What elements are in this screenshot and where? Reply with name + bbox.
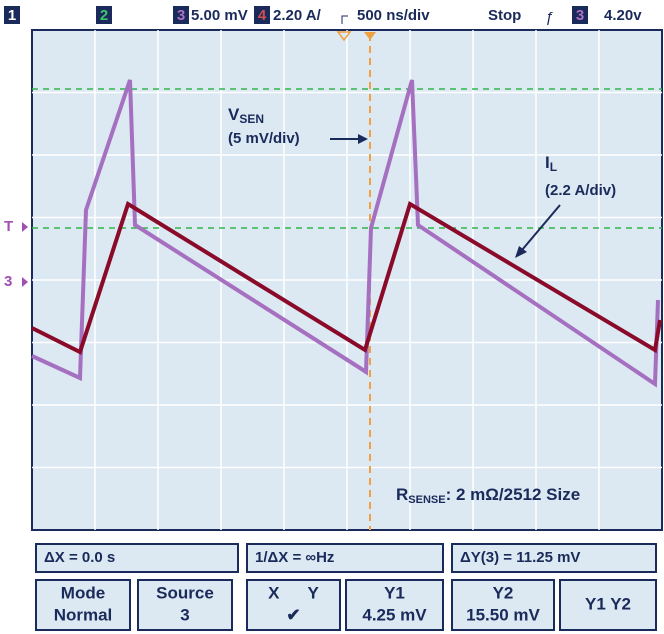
run-status: Stop xyxy=(488,7,521,24)
ch1-box xyxy=(4,6,20,24)
softkey-bottom: ✔ xyxy=(286,605,300,624)
il-arrowhead xyxy=(515,246,527,258)
ch3-ground-marker: 3 xyxy=(4,273,12,290)
trigger-level-marker: T xyxy=(4,218,13,235)
delta-x: ΔX = 0.0 s xyxy=(44,549,115,566)
ch4-scale: 2.20 A/ xyxy=(273,7,322,24)
softkey[interactable] xyxy=(345,579,444,631)
rsense-label: RSENSE: 2 mΩ/2512 Size xyxy=(396,485,580,505)
trigger-marker-solid xyxy=(364,32,376,40)
trigger-level: 4.20v xyxy=(604,7,642,24)
ch3-label: 3 xyxy=(177,7,185,24)
ch3-box xyxy=(173,6,189,24)
trigger-icon xyxy=(341,15,348,24)
ch2-box xyxy=(96,6,112,24)
vsen-trace xyxy=(31,79,660,388)
softkey-top: Y1 xyxy=(384,583,405,602)
softkey-bottom: 15.50 mV xyxy=(466,605,540,624)
inv-delta-x-box xyxy=(246,543,444,573)
softkey-top: Y1 Y2 xyxy=(585,594,631,613)
softkey-bottom: 3 xyxy=(180,605,189,624)
trig-src-box xyxy=(572,6,588,24)
vsen-label: VSEN xyxy=(228,105,264,126)
softkey-bottom: 4.25 mV xyxy=(362,605,427,624)
trigger-arrow xyxy=(22,222,28,232)
trigger-slope: ƒ xyxy=(545,9,553,26)
measurement-panel xyxy=(35,543,657,573)
softkey[interactable] xyxy=(137,579,233,631)
inv-delta-x: 1/ΔX = ∞Hz xyxy=(255,549,334,566)
il-scale: (2.2 A/div) xyxy=(545,182,616,199)
softkey[interactable] xyxy=(559,579,657,631)
softkey-bottom: Normal xyxy=(54,605,113,624)
softkey-top: X Y xyxy=(268,583,319,602)
softkey-top: Y2 xyxy=(493,583,514,602)
il-trace xyxy=(31,200,662,355)
ch4-box xyxy=(254,6,270,24)
delta-y-box xyxy=(451,543,657,573)
softkey[interactable] xyxy=(451,579,555,631)
trigger-marker xyxy=(336,31,352,42)
trigger-source: 3 xyxy=(576,7,584,24)
il-label: IL xyxy=(545,153,557,174)
delta-y: ΔY(3) = 11.25 mV xyxy=(460,549,580,566)
timebase: 500 ns/div xyxy=(357,7,430,24)
softkey[interactable] xyxy=(246,579,341,631)
ch1-label: 1 xyxy=(8,7,16,24)
il-arrow xyxy=(521,204,561,251)
vsen-scale: (5 mV/div) xyxy=(228,130,300,147)
softkey-top: Mode xyxy=(61,583,105,602)
delta-x-box xyxy=(35,543,239,573)
ch3-scale: 5.00 mV xyxy=(191,7,248,24)
ch3-arrow xyxy=(22,277,28,287)
vsen-arrowhead xyxy=(358,134,368,144)
ch4-label: 4 xyxy=(258,7,267,24)
softkey-top: Source xyxy=(156,583,214,602)
button-row: Mode Normal Source 3 X Y ✔ Y1 4.25 mV Y2 15.50 mV… xyxy=(35,579,657,631)
ch2-label: 2 xyxy=(100,7,108,24)
softkey[interactable] xyxy=(35,579,131,631)
top-bar: 1 2 3 5.00 mV 4 2.20 A/ 500 ns/div Stop … xyxy=(4,6,642,26)
